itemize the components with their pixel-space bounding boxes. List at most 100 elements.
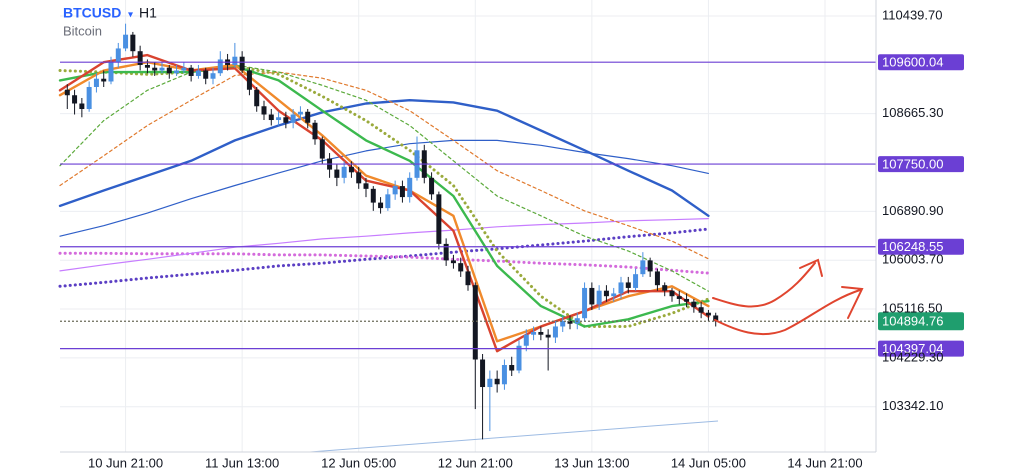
candle-body [312, 122, 318, 140]
candle-body [370, 188, 376, 203]
trend-line [309, 420, 719, 453]
symbol[interactable]: BTCUSD [63, 5, 121, 21]
axes: 110439.70 108665.30 106890.90 106003.70 1051… [88, 7, 943, 470]
candle-body [261, 106, 267, 115]
candle-body [603, 290, 609, 297]
candle-body [290, 114, 296, 123]
levels: 109600.04 107750.00 106248.55 104397.04 1048… [60, 54, 964, 357]
candle-body [516, 345, 522, 371]
candle-body [458, 263, 464, 272]
x-tick-label: 12 Jun 21:00 [438, 455, 513, 470]
candle-body [341, 166, 347, 178]
candle-body [283, 117, 289, 123]
last-price-box [878, 312, 964, 331]
candle-body [348, 166, 354, 173]
candle-body [691, 301, 697, 308]
level-label: 106248.55 [882, 239, 943, 254]
candle-body [450, 260, 456, 264]
candle-body [319, 139, 325, 159]
candle-body [334, 169, 340, 178]
candle-body [108, 62, 114, 82]
candle-body [465, 271, 471, 286]
indicator-line [59, 64, 709, 292]
candle-body [676, 296, 682, 299]
candle-body [64, 89, 70, 96]
candle-body [429, 177, 435, 195]
candle-body [72, 95, 78, 104]
candle-body [123, 34, 129, 49]
indicator-line [58, 99, 710, 217]
level-label: 104397.04 [882, 341, 943, 356]
level-label: 109600.04 [882, 55, 943, 70]
candle-body [633, 274, 639, 288]
drawn-arrow [799, 258, 823, 277]
x-tick-label: 11 Jun 13:00 [205, 455, 279, 470]
y-tick-label: 110439.70 [882, 7, 943, 22]
candle-body [647, 260, 653, 272]
candle-body [159, 67, 165, 71]
x-tick-label: 13 Jun 13:00 [554, 455, 629, 470]
candle-body [254, 89, 260, 107]
candle-body [545, 334, 551, 338]
x-tick-label: 10 Jun 21:00 [88, 455, 163, 470]
candle-body [86, 86, 92, 110]
level-label: 107750.00 [882, 157, 943, 172]
candle-body [174, 70, 180, 74]
candle-body [698, 307, 704, 313]
x-tick-label: 14 Jun 21:00 [787, 455, 862, 470]
candle-body [684, 298, 690, 302]
candle-body [713, 315, 719, 322]
candle-body [392, 186, 398, 195]
candle-body [669, 290, 675, 297]
candle-body [297, 111, 303, 115]
annotation [712, 258, 864, 336]
candle-body [137, 51, 143, 65]
candle-body [378, 202, 384, 209]
candle-body [385, 194, 391, 209]
candle-body [305, 111, 311, 123]
candle-body [654, 271, 660, 286]
y-tick-label: 103342.10 [882, 398, 943, 413]
level-box [878, 340, 964, 357]
candle-body [152, 67, 158, 71]
candle-body [276, 117, 282, 121]
candle-body [472, 285, 478, 360]
candle-body [501, 365, 507, 385]
candle-body [268, 114, 274, 121]
level-box [878, 238, 964, 255]
candle-body [443, 243, 449, 261]
symbol-dropdown[interactable]: ▾ [128, 10, 133, 21]
y-tick-label: 108665.30 [882, 105, 943, 120]
candle-body [130, 34, 136, 52]
candle-body [552, 326, 558, 338]
candle-body [640, 260, 646, 275]
candle-body [210, 73, 216, 79]
candle-body [195, 70, 201, 76]
candle-body [363, 183, 369, 189]
candle-body [480, 359, 486, 388]
candle-body [589, 287, 595, 305]
interval[interactable]: H1 [139, 5, 157, 21]
candle-body [246, 70, 252, 90]
x-tick-label: 12 Jun 05:00 [321, 455, 396, 470]
candle-body [611, 293, 617, 297]
indicator-line [59, 218, 709, 272]
candle-body [101, 78, 107, 82]
candle-body [188, 67, 194, 76]
candle-body [232, 56, 238, 65]
candle-body [596, 290, 602, 305]
candle-body [79, 103, 85, 110]
candle-body [618, 282, 624, 294]
candle-body [399, 186, 405, 198]
candle-body [144, 64, 150, 68]
y-tick-label: 106890.90 [882, 203, 943, 218]
candle-body [239, 56, 245, 71]
candle-body [407, 177, 413, 198]
candle-body [538, 331, 544, 335]
level-box [878, 156, 964, 173]
candle-body [560, 320, 566, 327]
drawn-curve [712, 262, 816, 308]
drawn-arrow [841, 286, 864, 319]
